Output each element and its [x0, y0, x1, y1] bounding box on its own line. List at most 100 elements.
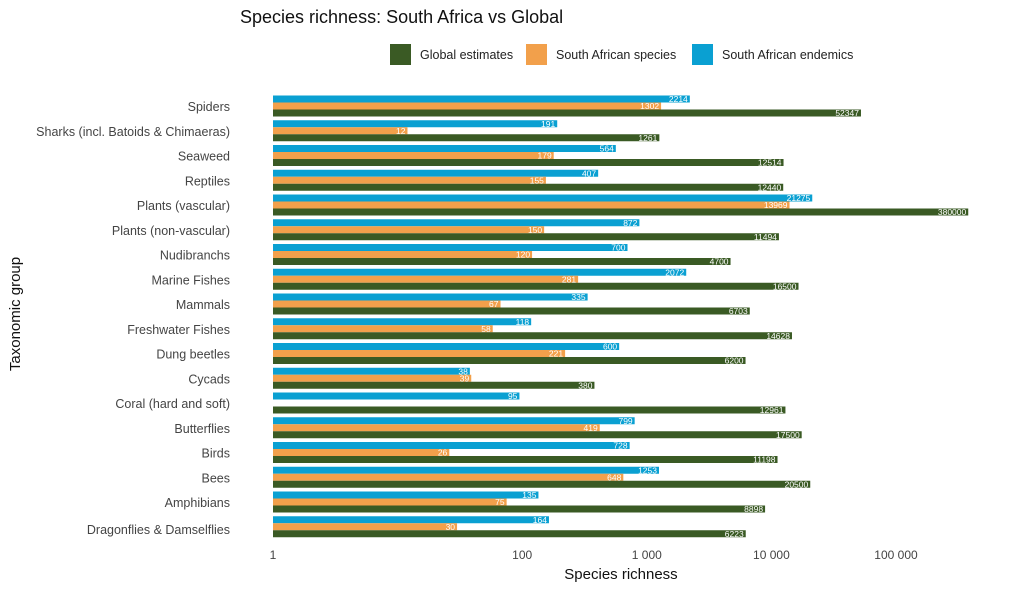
bar-endemic [273, 491, 539, 499]
x-axis-title: Species richness [564, 566, 677, 583]
data-label-sa: 75 [495, 497, 505, 507]
data-label-sa: 155 [530, 175, 544, 185]
bar-endemic [273, 442, 630, 449]
bar-sa [273, 300, 501, 308]
bar-sa [273, 325, 493, 333]
data-label-endemic: 1253 [638, 465, 657, 475]
data-label-sa: 26 [438, 448, 448, 458]
bar-endemic [273, 367, 470, 375]
data-label-global: 12961 [760, 405, 784, 415]
data-label-global: 52347 [835, 108, 859, 118]
data-label-endemic: 799 [618, 416, 632, 426]
category-label: Butterflies [174, 422, 230, 436]
bar-sa [273, 152, 554, 159]
data-label-global: 380 [578, 380, 592, 390]
category-label: Spiders [188, 100, 230, 114]
category-label: Sharks (incl. Batoids & Chimaeras) [36, 125, 230, 139]
bar-endemic [273, 268, 687, 276]
category-label: Plants (vascular) [137, 199, 230, 213]
bar-global [273, 258, 731, 265]
bar-endemic [273, 95, 690, 103]
bar-sa [273, 201, 790, 209]
bar-sa [273, 424, 600, 432]
bar-endemic [273, 343, 620, 350]
bar-endemic [273, 244, 628, 251]
category-label: Reptiles [185, 174, 230, 188]
legend-swatch-sa [526, 44, 547, 65]
data-label-sa: 281 [562, 274, 576, 284]
category-label: Cycads [188, 372, 230, 386]
bar-sa [273, 498, 507, 506]
data-label-global: 11494 [754, 232, 777, 242]
bar-endemic [273, 194, 813, 202]
category-label: Plants (non-vascular) [112, 224, 230, 238]
x-tick-label: 1 000 [632, 548, 662, 562]
data-label-endemic: 2072 [665, 267, 684, 277]
bar-global [273, 307, 750, 315]
legend-label-endemic: South African endemics [722, 48, 853, 62]
bar-global [273, 183, 784, 191]
data-label-sa: 12 [396, 126, 406, 136]
data-label-global: 12440 [758, 182, 782, 192]
bar-sa [273, 102, 662, 110]
bar-global [273, 159, 784, 166]
bar-global [273, 456, 778, 463]
data-label-global: 6200 [725, 356, 744, 366]
data-label-sa: 13969 [764, 200, 788, 210]
data-label-global: 11198 [753, 455, 776, 465]
bar-endemic [273, 392, 520, 400]
bar-global [273, 332, 792, 340]
data-label-sa: 67 [489, 299, 499, 309]
category-label: Dragonflies & Damselflies [87, 523, 230, 537]
bar-sa [273, 449, 450, 456]
y-axis-title: Taxonomic group [7, 257, 24, 371]
x-tick-label: 10 000 [753, 548, 790, 562]
data-label-global: 6223 [725, 529, 744, 539]
bar-global [273, 431, 802, 439]
bar-endemic [273, 466, 660, 474]
x-axis-ticks: 1 100 1 000 10 000 100 000 [270, 548, 918, 562]
bar-endemic [273, 293, 588, 301]
bar-sa [273, 473, 624, 481]
data-label-sa: 179 [538, 151, 552, 161]
data-label-global: 380000 [938, 207, 967, 217]
chart-title: Species richness: South Africa vs Global [240, 7, 563, 27]
data-label-global: 16500 [773, 281, 797, 291]
bar-sa [273, 176, 546, 184]
data-label-endemic: 564 [600, 144, 614, 154]
bar-endemic [273, 169, 599, 177]
bar-area: 2214 191 564 407 21275 872 700 2072 335 118 600 38 9… [273, 94, 969, 539]
bar-global [273, 505, 766, 513]
category-label: Dung beetles [156, 348, 230, 362]
bar-global [273, 406, 786, 414]
data-label-global: 17500 [776, 430, 800, 440]
data-label-global: 8898 [744, 504, 763, 514]
category-label: Seaweed [178, 150, 230, 164]
bar-global [273, 480, 811, 488]
bar-global [273, 282, 799, 290]
data-label-sa: 648 [607, 472, 621, 482]
category-label: Birds [202, 447, 230, 461]
data-label-endemic: 95 [508, 391, 518, 401]
category-labels: Spiders Sharks (incl. Batoids & Chimaeras… [36, 100, 230, 537]
bar-endemic [273, 417, 635, 425]
bar-endemic [273, 219, 640, 227]
bar-endemic [273, 318, 532, 326]
data-label-sa: 150 [528, 225, 542, 235]
x-tick-label: 100 000 [874, 548, 918, 562]
data-label-endemic: 191 [541, 119, 555, 129]
data-label-endemic: 164 [533, 515, 547, 525]
data-label-endemic: 600 [603, 342, 617, 352]
data-label-global: 14628 [766, 331, 790, 341]
data-label-global: 6703 [729, 306, 748, 316]
data-label-endemic: 872 [623, 218, 637, 228]
category-label: Marine Fishes [152, 273, 231, 287]
data-label-endemic: 118 [516, 317, 530, 327]
data-label-global: 4700 [710, 257, 729, 267]
bar-sa [273, 275, 579, 283]
bar-sa [273, 523, 458, 531]
data-label-endemic: 407 [582, 168, 596, 178]
legend-label-sa: South African species [556, 48, 676, 62]
category-label: Bees [202, 471, 231, 485]
